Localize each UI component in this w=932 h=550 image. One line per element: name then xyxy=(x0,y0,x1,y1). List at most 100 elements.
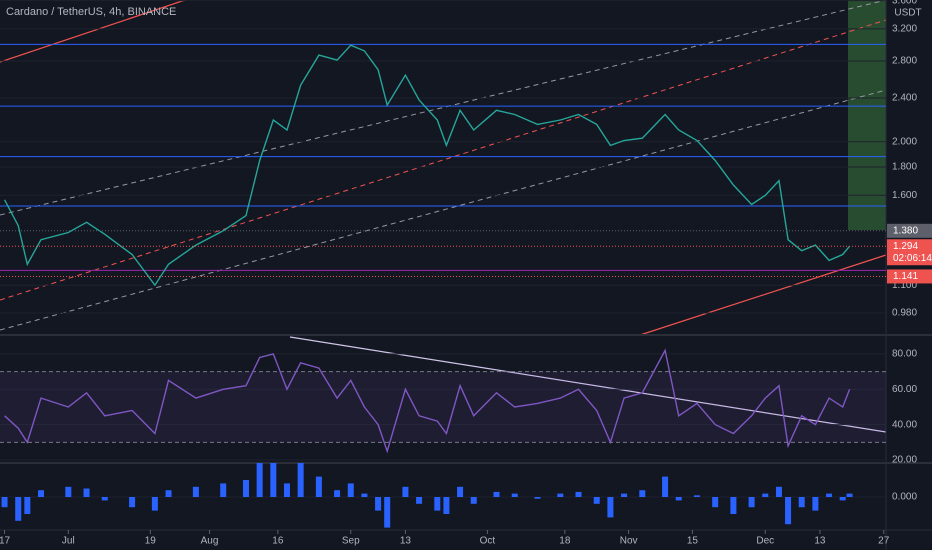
price-label-box xyxy=(887,269,932,284)
bar-countdown: 02:06:14 xyxy=(893,253,932,264)
histogram-bar xyxy=(24,497,31,515)
histogram-bar xyxy=(242,480,249,498)
x-tick-label: Sep xyxy=(342,536,360,547)
x-tick-label: Nov xyxy=(620,536,638,547)
histogram-bar xyxy=(775,486,782,498)
histogram-bar xyxy=(621,493,628,498)
histogram-bar xyxy=(402,486,409,498)
y-tick-label: 2.000 xyxy=(892,136,917,147)
price-label: 1.294 xyxy=(893,241,918,252)
x-tick-label: 17 xyxy=(0,536,11,547)
y-tick-label: 1.100 xyxy=(892,280,917,291)
series-line xyxy=(3,44,851,287)
histogram-bar xyxy=(83,488,90,498)
histogram-bar xyxy=(1,497,8,508)
x-tick-label: Dec xyxy=(756,536,774,547)
chart-title: Cardano / TetherUS, 4h, BINANCE xyxy=(6,6,176,18)
histogram-bar xyxy=(748,497,755,508)
y-tick-label: 2.400 xyxy=(892,93,917,104)
histogram-bar xyxy=(457,486,464,498)
histogram-bar xyxy=(662,476,669,498)
histogram-bar xyxy=(315,476,322,498)
y-tick-label: 20.00 xyxy=(892,455,917,466)
histogram-bar xyxy=(575,491,582,498)
price-label: 1.141 xyxy=(893,271,918,282)
y-tick-label: 3.600 xyxy=(892,0,917,6)
histogram-bar xyxy=(511,493,518,498)
histogram-bar xyxy=(762,493,769,498)
histogram-bar xyxy=(192,486,199,498)
histogram-bar xyxy=(347,483,354,498)
x-tick-label: 16 xyxy=(272,536,284,547)
x-tick-label: 13 xyxy=(814,536,826,547)
histogram-bar xyxy=(416,497,423,504)
histogram-bar xyxy=(607,497,614,518)
histogram-bar xyxy=(361,493,368,498)
histogram-bar xyxy=(839,497,846,501)
price-label-box xyxy=(887,223,932,238)
histogram-bar xyxy=(65,486,72,498)
histogram-bar xyxy=(826,493,833,498)
channel-mid-line xyxy=(0,19,887,301)
histogram-bar xyxy=(593,497,600,504)
histogram-bar xyxy=(693,495,700,498)
x-tick-label: 19 xyxy=(145,536,157,547)
trend-line xyxy=(639,254,887,336)
y-unit: USDT xyxy=(894,8,921,19)
histogram-bar xyxy=(730,497,737,515)
histogram-bar xyxy=(101,497,108,501)
y-tick-label: 1.600 xyxy=(892,190,917,201)
histogram-bar xyxy=(334,490,341,498)
y-tick-label: 0.980 xyxy=(892,308,917,319)
histogram-bar xyxy=(846,493,853,498)
histogram-bar xyxy=(493,491,500,498)
histogram-bar xyxy=(283,483,290,498)
histogram-bar xyxy=(798,497,805,508)
y-tick-label: 0.000 xyxy=(892,492,917,503)
y-tick-label: 2.800 xyxy=(892,56,917,67)
x-tick-label: 15 xyxy=(687,536,699,547)
trend-line xyxy=(0,0,186,63)
y-tick-label: 3.200 xyxy=(892,24,917,35)
x-tick-label: Oct xyxy=(480,536,496,547)
histogram-bar xyxy=(220,483,227,498)
x-tick-label: 18 xyxy=(559,536,571,547)
histogram-bar xyxy=(434,497,441,511)
y-tick-label: 1.800 xyxy=(892,162,917,173)
price-label-box xyxy=(887,239,932,266)
histogram-bar xyxy=(384,497,391,528)
histogram-bar xyxy=(675,497,682,501)
histogram-bar xyxy=(15,497,22,521)
histogram-bar xyxy=(534,497,541,499)
histogram-bar xyxy=(270,463,277,498)
x-tick-label: Aug xyxy=(201,536,219,547)
y-tick-label: 60.00 xyxy=(892,384,917,395)
histogram-bar xyxy=(37,490,44,498)
histogram-bar xyxy=(297,463,304,498)
x-tick-label: Jul xyxy=(62,536,75,547)
target-zone xyxy=(848,0,886,230)
y-tick-label: 80.00 xyxy=(892,349,917,360)
histogram-bar xyxy=(443,497,450,515)
rsi-band-fill xyxy=(0,371,886,443)
histogram-bar xyxy=(639,490,646,498)
price-label: 1.380 xyxy=(893,225,918,236)
histogram-bar xyxy=(165,490,172,498)
channel-line xyxy=(0,0,887,216)
x-tick-label: 13 xyxy=(400,536,412,547)
y-tick-label: 40.00 xyxy=(892,419,917,430)
rsi-trend-line xyxy=(289,336,887,433)
histogram-bar xyxy=(812,497,819,511)
histogram-bar xyxy=(557,493,564,498)
histogram-bar xyxy=(712,497,719,508)
histogram-bar xyxy=(129,497,136,508)
series-line xyxy=(4,348,851,454)
histogram-bar xyxy=(151,497,158,511)
histogram-bar xyxy=(256,463,263,498)
histogram-bar xyxy=(375,497,382,511)
x-tick-label: 27 xyxy=(878,536,890,547)
histogram-bar xyxy=(785,497,792,525)
